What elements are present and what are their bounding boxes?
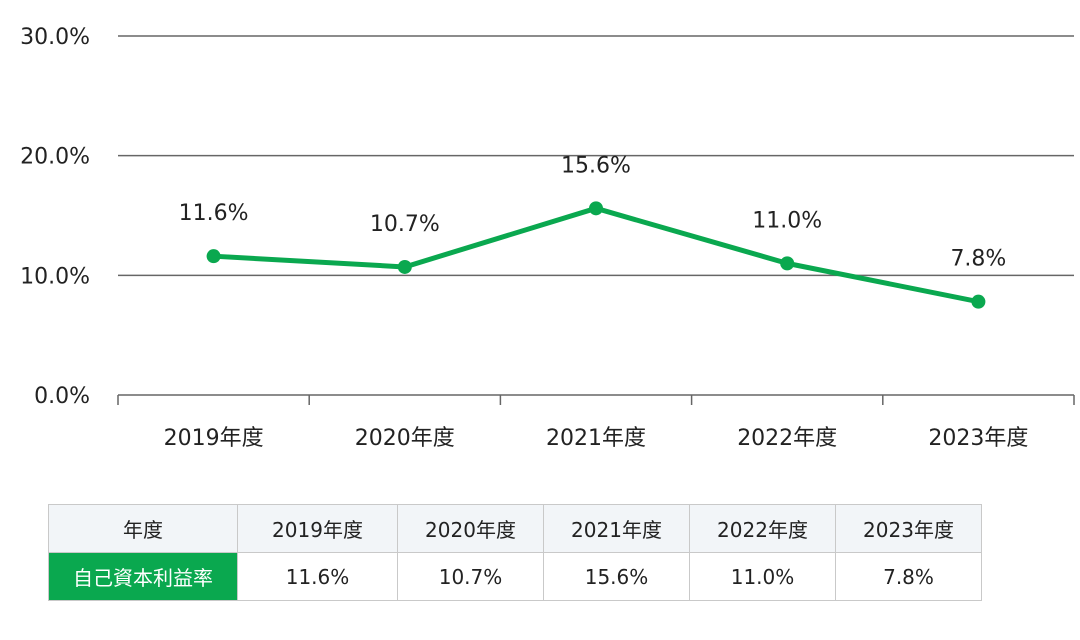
data-point (780, 256, 795, 271)
y-tick-label: 10.0% (20, 264, 90, 289)
x-tick-label: 2023年度 (928, 426, 1028, 451)
x-tick-label: 2022年度 (737, 426, 837, 451)
data-point (206, 249, 221, 264)
data-point (589, 201, 603, 216)
table-header-row: 年度 2019年度 2020年度 2021年度 2022年度 2023年度 (48, 504, 982, 553)
table-cell: 11.0% (689, 552, 836, 601)
data-label: 11.0% (752, 208, 822, 233)
series-line (213, 205, 979, 305)
table-header-year: 2020年度 (397, 504, 544, 553)
data-table: 年度 2019年度 2020年度 2021年度 2022年度 2023年度 自己… (48, 504, 982, 601)
data-label: 11.6% (179, 201, 249, 226)
y-tick-label: 20.0% (20, 145, 90, 170)
table-row-label: 自己資本利益率 (48, 552, 238, 601)
table-cell: 15.6% (543, 552, 690, 601)
line-chart: 0.0% 10.0% 20.0% 30.0% 2019年度 2020年度 2021年度 202… (20, 25, 1075, 451)
data-label: 15.6% (561, 153, 631, 178)
data-point (397, 259, 412, 274)
data-point (971, 294, 986, 309)
table-header-year: 2019年度 (237, 504, 398, 553)
data-label: 10.7% (370, 212, 440, 237)
data-label: 7.8% (950, 247, 1006, 272)
x-tick-label: 2020年度 (355, 426, 455, 451)
table-header-year: 2023年度 (835, 504, 982, 553)
x-tick-label: 2019年度 (164, 426, 264, 451)
table-header-year: 2022年度 (689, 504, 836, 553)
y-tick-label: 0.0% (34, 384, 90, 409)
y-tick-label: 30.0% (20, 25, 90, 50)
table-header-label: 年度 (48, 504, 238, 553)
table-row: 自己資本利益率 11.6% 10.7% 15.6% 11.0% 7.8% (48, 552, 982, 601)
table-cell: 10.7% (397, 552, 544, 601)
table-header-year: 2021年度 (543, 504, 690, 553)
table-cell: 7.8% (835, 552, 982, 601)
table-cell: 11.6% (237, 552, 398, 601)
x-tick-label: 2021年度 (546, 426, 646, 451)
